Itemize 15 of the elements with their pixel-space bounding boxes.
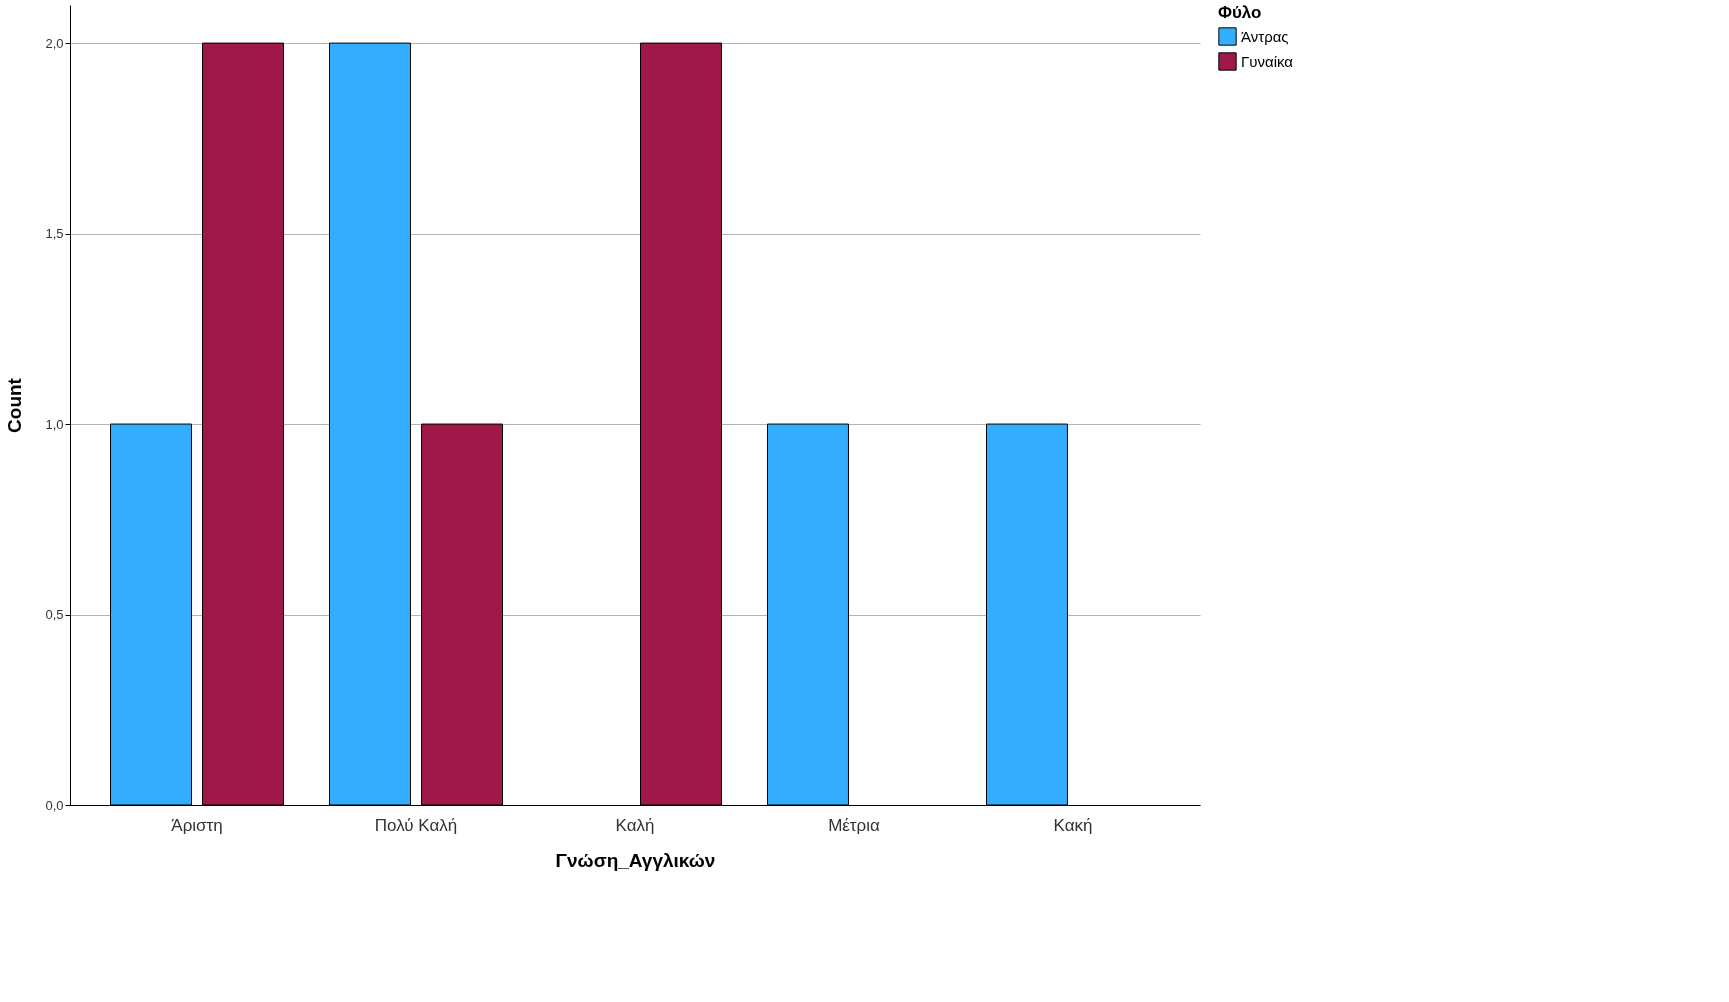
y-tick-label: 0,5 [45, 607, 64, 623]
y-tick-label: 1,5 [45, 226, 64, 242]
x-tick-label: Μέτρια [828, 815, 881, 835]
x-tick-label: Άριστη [171, 815, 223, 835]
legend-title: Φύλο [1218, 3, 1262, 22]
y-axis-title: Count [4, 377, 26, 433]
x-tick-label: Πολύ Καλή [374, 815, 458, 835]
y-tick-label: 1,0 [45, 416, 64, 432]
x-axis-title: Γνώση_Αγγλικών [555, 849, 716, 871]
legend-label: Άντρας [1241, 27, 1289, 45]
y-tick-label: 0,0 [45, 797, 64, 813]
y-tick-label: 2,0 [45, 35, 64, 51]
x-tick-label: Κακή [1053, 815, 1093, 835]
x-tick-label: Καλή [615, 815, 655, 835]
legend-label: Γυναίκα [1241, 52, 1294, 70]
